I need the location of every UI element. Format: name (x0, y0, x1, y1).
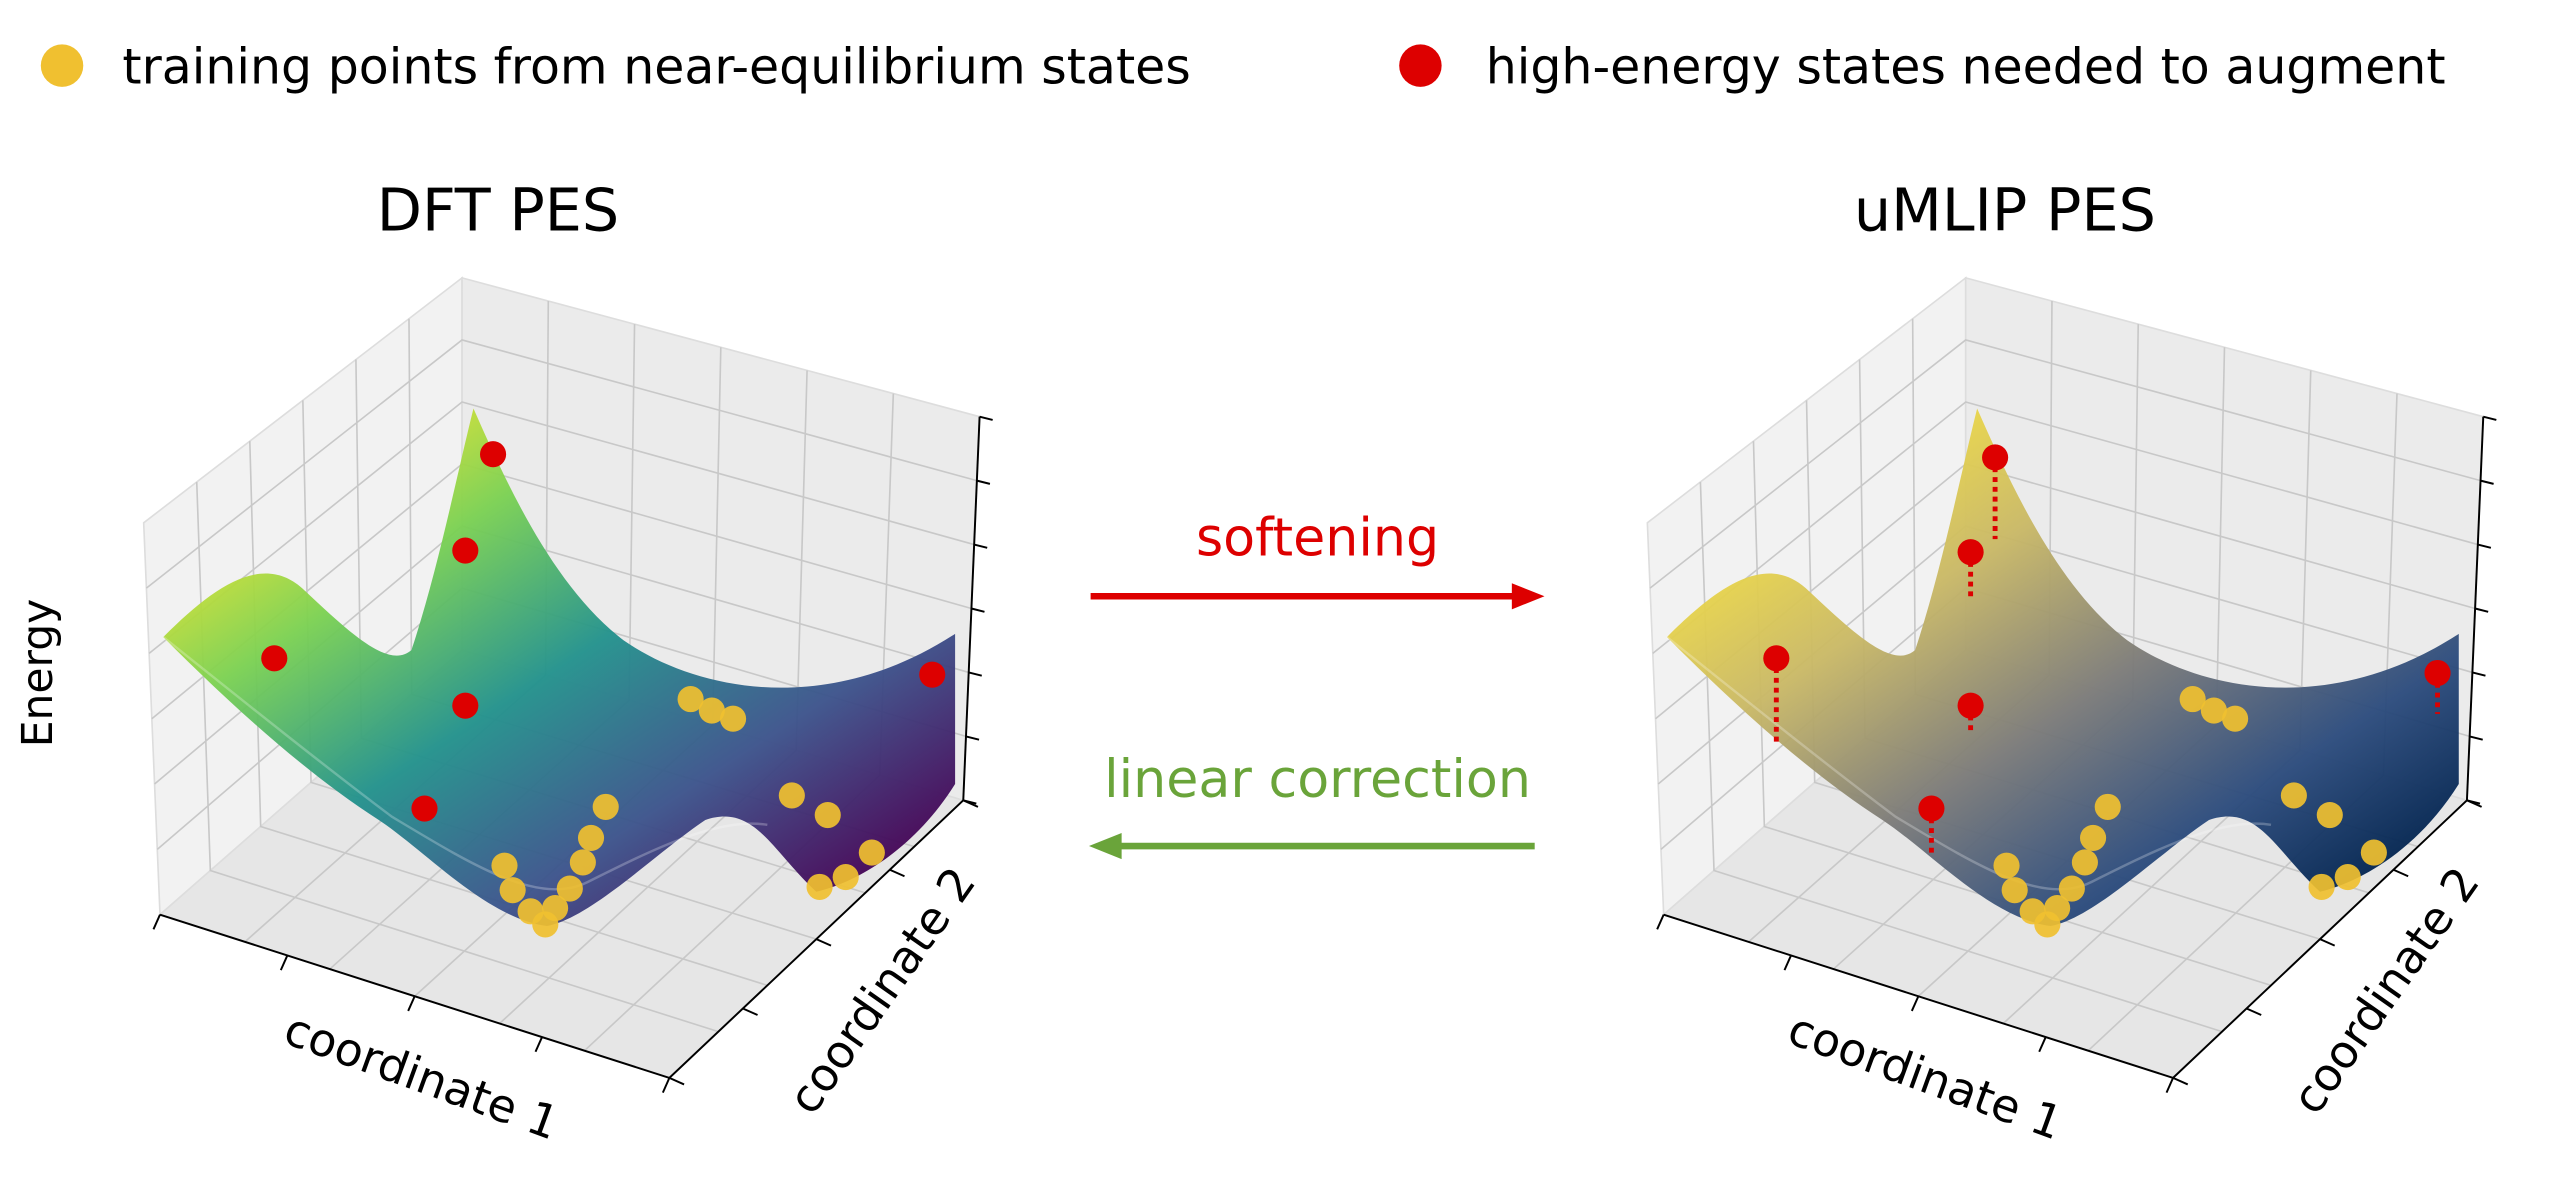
high-energy-point (1957, 539, 1984, 566)
training-point (858, 839, 885, 866)
training-point (2058, 875, 2085, 902)
y-tick (815, 938, 832, 947)
training-point (491, 852, 518, 879)
x-tick (1783, 955, 1792, 971)
training-point (2071, 849, 2098, 876)
softening-label: softening (1196, 508, 1439, 568)
training-point (720, 705, 747, 732)
left-panel-title: DFT PES (377, 176, 619, 245)
y-tick (962, 799, 979, 808)
z-tick (973, 543, 988, 549)
training-point (2316, 801, 2343, 829)
z-tick (979, 415, 993, 421)
high-energy-point (452, 692, 479, 719)
training-point (677, 686, 704, 713)
training-point (832, 864, 859, 891)
training-point (2334, 864, 2361, 891)
z-tick (971, 607, 985, 613)
right-panel-points (1763, 444, 2451, 938)
training-point (2094, 793, 2121, 820)
training-point (2360, 839, 2387, 866)
high-energy-point (1982, 444, 2009, 471)
z-tick (2483, 415, 2497, 421)
training-point (2001, 877, 2028, 904)
high-energy-point (2424, 659, 2451, 687)
training-point (569, 849, 596, 876)
training-point (577, 824, 605, 851)
training-point (499, 877, 526, 904)
training-point (2200, 697, 2227, 724)
z-tick (2480, 479, 2494, 485)
training-point (592, 793, 619, 820)
y-tick (2246, 1007, 2262, 1016)
legend: training points from near-equilibrium st… (40, 39, 2446, 96)
energy-axis-label: Energy (14, 599, 63, 748)
linear-correction-arrow (1088, 833, 1535, 860)
high-energy-point (919, 661, 946, 688)
x-tick (661, 1077, 671, 1093)
training-point (698, 697, 725, 724)
training-point (2308, 873, 2335, 900)
high-energy-legend-marker (1399, 44, 1442, 87)
softening-arrow (1090, 583, 1545, 610)
surface-ridge (1666, 636, 2272, 891)
training-point (2222, 705, 2249, 732)
x-tick (1910, 995, 1920, 1012)
training-point-legend-marker (40, 44, 84, 87)
training-point (806, 873, 833, 900)
y-tick (2393, 868, 2409, 878)
z-tick (968, 671, 983, 677)
z-tick (965, 735, 980, 741)
training-legend-label: training points from near-equilibrium st… (122, 39, 1190, 96)
z-tick (2469, 735, 2483, 741)
high-energy-point (480, 441, 507, 468)
surface-ridge (162, 636, 768, 891)
high-energy-point (1957, 692, 1984, 719)
high-energy-legend-label: high-energy states needed to augment (1486, 39, 2446, 96)
high-energy-point (1918, 795, 1945, 822)
z-tick (2477, 543, 2492, 549)
training-point (517, 898, 544, 925)
y-tick (2319, 938, 2336, 947)
y-tick (2172, 1077, 2189, 1086)
x-tick (407, 995, 416, 1012)
right-panel-umlip-pes (1646, 276, 2497, 1093)
training-point (2080, 824, 2107, 851)
y-tick (668, 1077, 685, 1086)
training-point (2280, 782, 2307, 809)
high-energy-point (452, 537, 479, 564)
high-energy-point (411, 795, 438, 822)
training-point (814, 801, 841, 829)
x-tick (1656, 914, 1665, 930)
energy-surface (163, 408, 956, 927)
left-panel-dft-pes (142, 276, 993, 1093)
z-tick (2474, 607, 2489, 613)
training-point (1993, 852, 2020, 879)
z-tick (976, 479, 991, 485)
training-point (2179, 686, 2206, 713)
x-tick (279, 955, 289, 971)
right-panel-title: uMLIP PES (1854, 176, 2156, 245)
z-tick (2472, 671, 2486, 677)
high-energy-point (1763, 645, 1790, 672)
x-tick (152, 914, 161, 930)
y-tick (889, 868, 905, 878)
linear-correction-label: linear correction (1104, 750, 1531, 810)
x-tick (2165, 1077, 2174, 1093)
energy-surface (1666, 408, 2459, 927)
x-tick (2038, 1036, 2047, 1053)
training-point (2019, 898, 2046, 925)
training-point (556, 875, 583, 902)
x-tick (534, 1036, 543, 1053)
y-tick (742, 1007, 758, 1016)
high-energy-point (261, 645, 288, 672)
y-tick (2466, 799, 2483, 808)
training-point (778, 782, 805, 809)
